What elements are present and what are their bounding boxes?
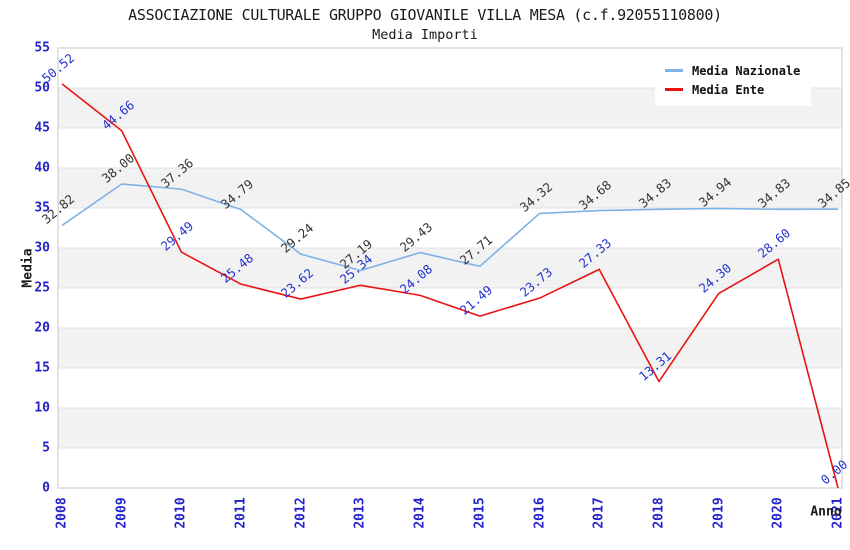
x-tick-label: 2019 [711,497,727,529]
y-tick-label: 45 [34,120,50,136]
legend-label: Media Ente [692,82,765,97]
grid-band [58,128,842,168]
x-tick-label: 2016 [532,497,548,529]
grid-band [58,208,842,248]
grid-band [58,168,842,208]
legend-item-media-ente[interactable]: Media Ente [665,80,803,99]
x-tick-label: 2008 [54,497,70,529]
x-tick-label: 2012 [293,497,309,529]
y-tick-label: 50 [34,80,50,96]
x-tick-label: 2017 [591,497,607,529]
legend: Media Nazionale Media Ente [655,55,811,106]
y-axis-title: Media [20,248,36,288]
y-tick-label: 30 [34,240,50,256]
series-line-1 [61,83,839,489]
y-tick-label: 20 [34,320,50,336]
series-line-0 [61,183,839,272]
x-tick-label: 2009 [114,497,130,529]
chart-title: ASSOCIAZIONE CULTURALE GRUPPO GIOVANILE … [128,6,722,24]
red-line-swatch-icon [665,88,683,91]
x-tick-label: 2011 [233,497,249,529]
grid-band [58,368,842,408]
chart-subtitle: Media Importi [372,27,478,43]
x-axis-title: Anno [810,504,842,520]
legend-item-media-nazionale[interactable]: Media Nazionale [665,61,803,80]
blue-line-swatch-icon [665,69,683,72]
legend-label: Media Nazionale [692,63,801,78]
y-tick-label: 25 [34,280,50,296]
x-tick-label: 2018 [651,497,667,529]
x-tick-label: 2020 [770,497,786,529]
y-tick-label: 15 [34,360,50,376]
y-tick-label: 0 [42,480,50,496]
grid-band [58,408,842,448]
grid-band [58,288,842,328]
x-tick-label: 2015 [472,497,488,529]
y-tick-label: 10 [34,400,50,416]
plot-border [57,47,843,489]
grid-band [58,248,842,288]
x-tick-label: 2010 [173,497,189,529]
y-tick-label: 35 [34,200,50,216]
grid-band [58,328,842,368]
x-tick-label: 2014 [412,497,428,529]
grid-band [58,448,842,488]
y-tick-label: 5 [42,440,50,456]
y-tick-label: 40 [34,160,50,176]
y-tick-label: 55 [34,40,50,56]
x-tick-label: 2013 [352,497,368,529]
